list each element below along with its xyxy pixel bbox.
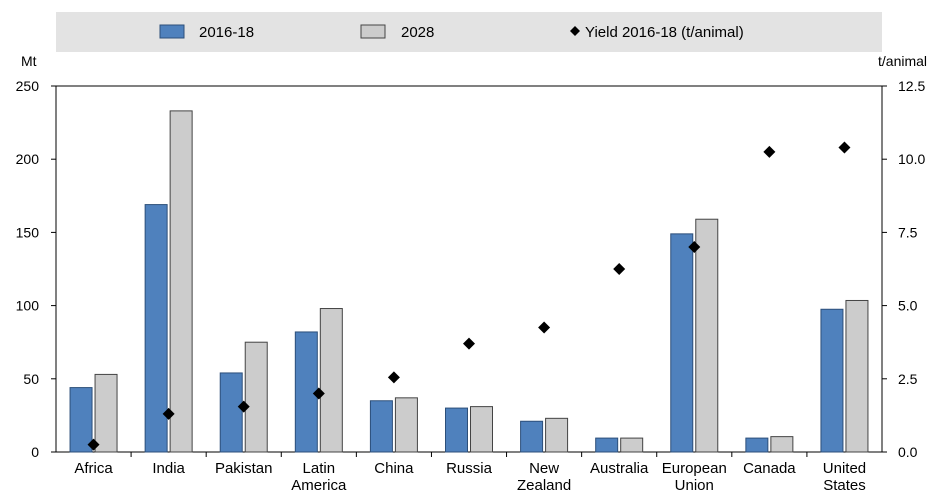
legend-swatch-2028 bbox=[360, 24, 386, 39]
category-label: Canada bbox=[743, 460, 796, 477]
bar-2016-18 bbox=[445, 407, 468, 453]
right-axis-tick-label: 12.5 bbox=[898, 78, 925, 94]
category-label: Pakistan bbox=[215, 460, 273, 477]
bar-2028 bbox=[695, 218, 719, 453]
legend-label-2016-18: 2016-18 bbox=[199, 24, 254, 41]
right-axis-tick-label: 7.5 bbox=[898, 224, 918, 240]
yield-marker bbox=[162, 407, 175, 420]
bar-2028 bbox=[394, 397, 418, 453]
legend-label-yield: Yield 2016-18 (t/animal) bbox=[585, 24, 744, 41]
yield-marker bbox=[538, 321, 551, 334]
bar-2028 bbox=[845, 299, 869, 453]
yield-marker bbox=[237, 400, 250, 413]
left-axis-tick-label: 200 bbox=[16, 151, 40, 167]
yield-marker bbox=[387, 371, 400, 384]
bar-2016-18 bbox=[294, 331, 318, 453]
bar-2028 bbox=[770, 436, 794, 453]
bar-2016-18 bbox=[595, 437, 619, 453]
left-axis-tick-label: 50 bbox=[23, 371, 39, 387]
bar-2016-18 bbox=[745, 437, 769, 453]
yield-marker bbox=[312, 387, 325, 400]
bar-2028 bbox=[94, 373, 118, 453]
bar-2028 bbox=[169, 110, 193, 453]
bar-2016-18 bbox=[820, 308, 844, 453]
category-label: New bbox=[529, 460, 559, 477]
bar-2016-18 bbox=[69, 387, 93, 453]
category-label: European bbox=[662, 460, 727, 477]
category-label: China bbox=[374, 460, 414, 477]
right-axis-tick-label: 5.0 bbox=[898, 298, 918, 314]
bar-2028 bbox=[470, 406, 493, 453]
category-label: Russia bbox=[446, 460, 493, 477]
category-label: United bbox=[823, 460, 866, 477]
left-axis-tick-label: 250 bbox=[16, 78, 40, 94]
bar-2016-18 bbox=[670, 233, 694, 453]
category-label: Australia bbox=[590, 460, 649, 477]
legend-label-2028: 2028 bbox=[401, 24, 434, 41]
legend-swatch-2016-18 bbox=[159, 24, 185, 39]
bar-2028 bbox=[620, 437, 644, 453]
yield-marker bbox=[763, 145, 776, 158]
left-axis-tick-label: 0 bbox=[31, 444, 39, 460]
category-label: Latin bbox=[303, 460, 336, 477]
bar-2016-18 bbox=[219, 372, 243, 453]
right-axis-tick-label: 2.5 bbox=[898, 371, 918, 387]
category-label: India bbox=[152, 460, 185, 477]
plot-frame bbox=[55, 85, 883, 453]
yield-marker bbox=[688, 241, 701, 254]
left-axis-unit: Mt bbox=[21, 53, 37, 69]
left-axis-tick-label: 150 bbox=[16, 224, 40, 240]
right-axis-tick-label: 10.0 bbox=[898, 151, 925, 167]
bar-2028 bbox=[244, 341, 268, 453]
yield-marker bbox=[87, 438, 100, 451]
bar-2028 bbox=[319, 308, 343, 453]
category-label: States bbox=[823, 477, 866, 494]
category-label: Africa bbox=[74, 460, 113, 477]
category-label: Union bbox=[675, 477, 714, 494]
bar-2016-18 bbox=[144, 204, 168, 453]
yield-marker bbox=[613, 263, 626, 275]
bar-2028 bbox=[545, 417, 569, 453]
legend-marker-yield bbox=[570, 26, 580, 36]
legend-background bbox=[56, 12, 882, 52]
yield-marker bbox=[463, 337, 475, 350]
bar-2016-18 bbox=[520, 420, 544, 453]
category-label: Zealand bbox=[517, 477, 571, 494]
yield-marker bbox=[838, 141, 851, 154]
left-axis-tick-label: 100 bbox=[16, 298, 40, 314]
bar-2016-18 bbox=[369, 400, 393, 453]
right-axis-tick-label: 0.0 bbox=[898, 444, 918, 460]
category-label: America bbox=[291, 477, 347, 494]
right-axis-unit: t/animal bbox=[878, 53, 927, 69]
